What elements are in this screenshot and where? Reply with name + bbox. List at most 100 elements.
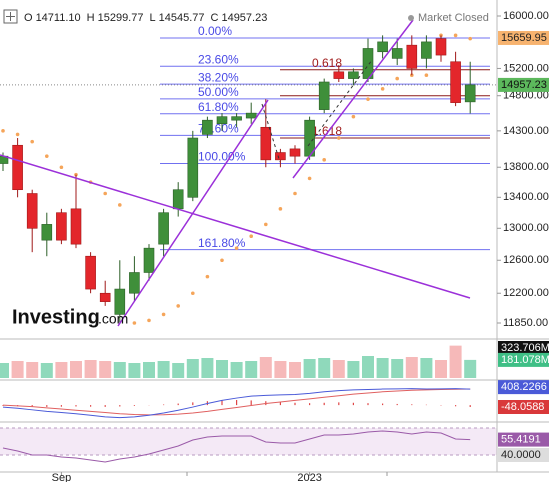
sar-dot [191,291,195,296]
fib-label: 50.00% [198,85,239,99]
volume-bar [230,362,243,378]
volume-bar [216,360,228,378]
crosshair-icon[interactable] [3,9,18,24]
y-tick-label: 13000.00 [503,222,549,234]
fib-label: 61.80% [198,100,239,114]
candle-body [99,292,111,302]
candle-body [333,71,345,79]
x-tick-label: 2023 [297,472,321,482]
candle-body [245,112,257,119]
volume-tag: 323.706M [501,342,549,354]
ohlc-key: H [87,12,95,24]
volume-bar [26,362,39,378]
volume-bar [449,345,462,378]
candle-body [26,193,38,229]
candle-body [318,81,330,110]
volume-bar [259,357,272,378]
volume-bar [435,360,447,378]
volume-tag: 181.078M [501,354,549,366]
volume-bar [303,359,316,378]
candle-body [289,148,301,157]
volume-bar [289,362,301,378]
trend-line [117,99,269,327]
fib-label: 100.00% [198,150,246,164]
volume-bar [172,363,185,378]
candle-body [216,116,228,125]
sar-dot [59,165,64,170]
candle-body [41,224,53,241]
sar-dot [161,312,166,317]
sar-dot [366,97,370,101]
candle-body [391,48,403,59]
ohlc-header: O 14711.10 H 15299.77 L 14545.77 C 14957.23 [24,12,267,24]
volume-bar [245,361,258,378]
candle-body [172,189,184,210]
sar-dot [293,191,297,196]
volume-bar [420,358,433,378]
volume-bar [405,357,418,378]
volume-bar [464,359,477,378]
sar-dot [118,203,122,207]
volume-bar [391,359,404,378]
volume-bar [0,363,9,378]
volume-bar [332,360,345,378]
candle-body [70,208,82,245]
sar-dot [322,158,327,162]
rsi-tag-box [498,432,549,447]
volume-bar [40,363,53,378]
ohlc-key: L [149,12,155,24]
fib-label: 38.20% [198,70,239,84]
candle-body [260,126,272,161]
volume-tag-box [498,352,549,367]
sar-dot [249,234,253,238]
candle-body [406,44,418,69]
macd-signal [2,388,471,416]
sar-dot [307,176,312,181]
volume-bar [70,361,82,378]
volume-bar [318,358,331,378]
candle-body [158,212,169,245]
sar-dot [351,114,356,119]
fib-price-tag: 15659.95 [501,32,547,44]
volume-bar [157,361,170,378]
y-tick-label: 12600.00 [503,254,549,266]
candle-body [275,152,286,161]
ohlc-value: 14957.23 [221,12,267,24]
icon-frame [3,9,18,24]
drawings [0,19,471,327]
sar-dot [395,76,400,81]
trend-line [0,154,471,299]
sar-dot [278,207,283,211]
sar-dot [103,191,107,196]
sar-dot [424,73,429,77]
volume-bar [113,362,126,378]
last-price-tag-box [498,77,549,92]
macd-tag-box [498,380,549,395]
level-label: 1.618 [312,124,342,138]
level-label: 0.618 [312,56,342,70]
y-tick-label: 16000.00 [503,10,549,22]
volume-tag-box [498,341,549,355]
y-tick-label: 13400.00 [503,191,549,203]
sar-dot [337,136,341,140]
market-status: Market Closed [418,12,489,24]
candle-body [12,144,23,191]
macd-histogram-tag-box [498,399,549,414]
sar-dot [132,321,137,325]
ohlc-value: 15299.77 [98,12,144,24]
sar-dot [468,36,473,41]
rsi-level-tag-box [498,448,549,462]
volume-bar [143,362,155,378]
dashed-line [261,103,281,163]
plot-area: 16000.00 15200.00 14800.00 14300.00 13800.00… [0,10,549,482]
sar-dot [176,304,180,308]
sar-dot [205,274,210,279]
y-tick-label: 13800.00 [503,161,549,173]
candle-body [85,255,96,290]
y-tick-label: 14300.00 [503,125,549,137]
candle-body [377,41,388,53]
sar-dot [1,129,5,133]
rsi-band [0,428,497,455]
